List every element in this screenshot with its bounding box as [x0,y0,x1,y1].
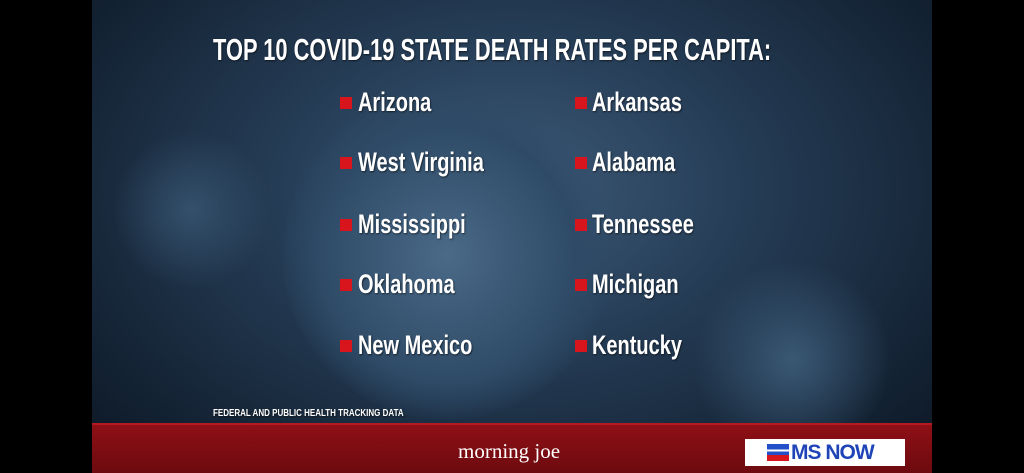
state-name: Arizona [358,87,432,117]
bullet [575,219,587,231]
show-name: morning joe [458,439,561,463]
logo-flag [767,444,789,461]
lower-third-bar: morning joe MS NOW [92,423,932,473]
state-name: Oklahoma [358,269,455,299]
state-name: Arkansas [592,87,682,117]
state-name: Michigan [592,269,679,299]
bullet [575,97,587,109]
state-name: Alabama [592,147,676,177]
broadcast-screen: TOP 10 COVID-19 STATE DEATH RATES PER CA… [92,0,932,473]
state-name: Mississippi [358,209,466,239]
bullet [340,279,352,291]
bullet [340,97,352,109]
state-name: West Virginia [358,147,484,177]
state-name: Kentucky [592,330,682,360]
state-name: New Mexico [358,330,473,360]
bullet [575,157,587,169]
source-note: FEDERAL AND PUBLIC HEALTH TRACKING DATA [213,408,404,419]
virus-graphic [282,90,612,420]
bullet [575,279,587,291]
bullet [340,219,352,231]
network-name: MS NOW [791,441,875,464]
bullet [340,340,352,352]
bullet [340,157,352,169]
state-name: Tennessee [592,209,694,239]
network-logo: MS NOW [745,439,905,466]
bullet [575,340,587,352]
title: TOP 10 COVID-19 STATE DEATH RATES PER CA… [213,32,772,67]
virus-graphic [112,130,272,290]
